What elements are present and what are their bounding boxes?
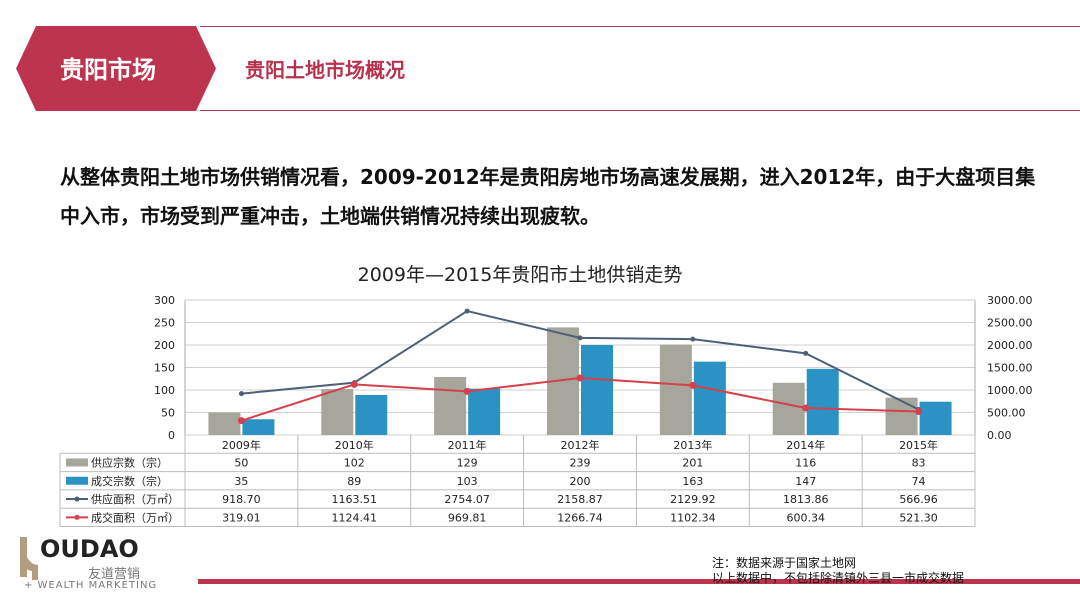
svg-text:OUDAO: OUDAO: [40, 535, 139, 563]
legend-swatch: [66, 476, 88, 485]
data-label: 319.01: [222, 511, 261, 524]
source-note: 注：数据来源于国家土地网 以上数据中，不包括除清镇外三县一市成交数据: [712, 556, 964, 586]
y-tick-left: 250: [154, 317, 175, 330]
bar: [659, 344, 692, 435]
y-tick-left: 200: [154, 339, 175, 352]
bar: [772, 382, 805, 435]
legend-label: 成交面积（万㎡）: [91, 510, 179, 524]
line-point: [463, 387, 471, 395]
data-label: 1163.51: [332, 493, 378, 506]
data-label: 200: [570, 475, 591, 488]
y-tick-right: 2500.00: [987, 317, 1033, 330]
line-point: [237, 417, 245, 425]
bar: [885, 397, 918, 435]
data-label: 147: [795, 475, 816, 488]
data-label: 129: [457, 456, 478, 469]
line-point: [802, 404, 810, 412]
y-tick-left: 100: [154, 384, 175, 397]
bar: [434, 376, 467, 435]
data-label: 239: [570, 456, 591, 469]
y-tick-right: 1500.00: [987, 362, 1033, 375]
x-tick-label: 2015年: [899, 438, 938, 452]
bar: [208, 412, 241, 435]
data-label: 566.96: [899, 493, 938, 506]
data-label: 102: [344, 456, 365, 469]
y-tick-left: 300: [154, 294, 175, 307]
line-point: [690, 336, 696, 342]
header-line: [200, 26, 1080, 27]
note-line1: 注：数据来源于国家土地网: [712, 556, 857, 570]
y-tick-right: 2000.00: [987, 339, 1033, 352]
y-tick-right: 500.00: [987, 407, 1026, 420]
x-tick-label: 2011年: [448, 438, 487, 452]
line-point: [915, 408, 923, 416]
line-point: [350, 380, 358, 388]
logo: OUDAO 友道营销 + WEALTH MARKETING: [18, 535, 158, 599]
bar: [468, 388, 501, 435]
data-label: 116: [795, 456, 816, 469]
x-tick-label: 2014年: [786, 438, 825, 452]
data-label: 969.81: [448, 511, 487, 524]
x-tick-label: 2010年: [335, 438, 374, 452]
data-label: 163: [682, 475, 703, 488]
data-label: 74: [912, 475, 926, 488]
y-tick-right: 0.00: [987, 429, 1012, 442]
x-tick-label: 2009年: [222, 438, 261, 452]
data-label: 521.30: [899, 511, 938, 524]
line-point: [803, 350, 809, 356]
data-label: 2129.92: [670, 493, 716, 506]
legend-swatch: [74, 496, 80, 502]
y-tick-left: 150: [154, 362, 175, 375]
x-tick-label: 2013年: [673, 438, 712, 452]
page-title: 贵阳土地市场概况: [245, 58, 405, 82]
data-label: 201: [682, 456, 703, 469]
line-point: [577, 335, 583, 341]
data-label: 1813.86: [783, 493, 829, 506]
data-label: 1266.74: [557, 511, 603, 524]
legend-swatch: [66, 458, 88, 467]
bar: [355, 394, 388, 435]
data-label: 600.34: [786, 511, 825, 524]
section-tag: [16, 26, 216, 111]
note-line2: 以上数据中，不包括除清镇外三县一市成交数据: [712, 571, 965, 585]
x-tick-label: 2012年: [561, 438, 600, 452]
intro-text: 从整体贵阳土地市场供销情况看，2009-2012年是贵阳房地市场高速发展期，进入…: [60, 165, 1036, 228]
line-point: [689, 381, 697, 389]
line-point: [576, 374, 584, 382]
bar: [919, 401, 952, 435]
data-label: 103: [457, 475, 478, 488]
bar: [806, 368, 839, 435]
bar: [581, 345, 613, 435]
logo-en: + WEALTH MARKETING: [24, 580, 158, 591]
legend-label: 供应宗数（宗）: [91, 455, 168, 469]
y-tick-right: 3000.00: [987, 294, 1033, 307]
legend-label: 成交宗数（宗）: [91, 474, 168, 488]
data-label: 2158.87: [557, 493, 603, 506]
header-line: [200, 110, 1080, 111]
y-tick-right: 1000.00: [987, 384, 1033, 397]
footer-bar: [198, 579, 1080, 584]
bar: [321, 389, 354, 435]
data-label: 35: [234, 475, 248, 488]
section-title: 贵阳市场: [60, 56, 156, 84]
data-label: 1124.41: [332, 511, 378, 524]
line-point: [238, 391, 244, 397]
line-point: [464, 308, 470, 314]
data-label: 89: [347, 475, 361, 488]
legend-label: 供应面积（万㎡）: [91, 492, 179, 506]
logo-cn: 友道营销: [88, 567, 141, 582]
data-label: 918.70: [222, 493, 261, 506]
bar: [693, 361, 726, 435]
data-label: 50: [234, 456, 248, 469]
data-label: 83: [912, 456, 926, 469]
bar: [242, 419, 275, 435]
y-tick-left: 50: [161, 407, 175, 420]
y-tick-left: 0: [168, 429, 175, 442]
data-label: 2754.07: [444, 493, 490, 506]
legend-swatch: [74, 514, 80, 520]
chart-title: 2009年—2015年贵阳市土地供销走势: [357, 264, 683, 286]
data-label: 1102.34: [670, 511, 716, 524]
